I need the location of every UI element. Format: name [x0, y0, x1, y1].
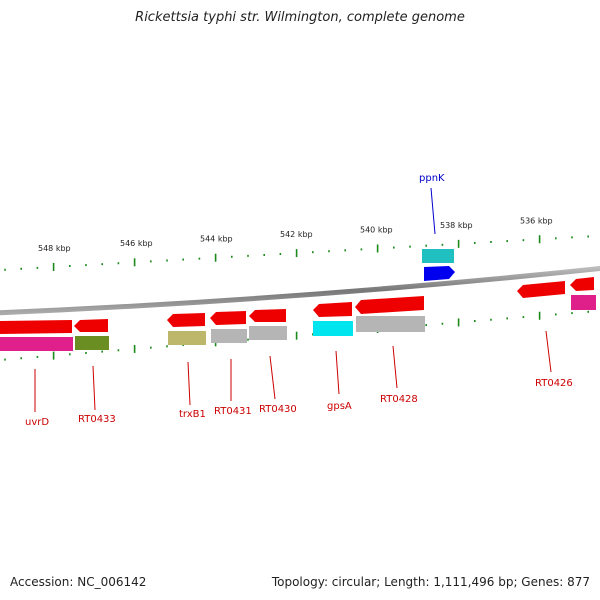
gene-label-gpsA[interactable]: gpsA: [327, 401, 352, 412]
scale-label: 540 kbp: [360, 226, 393, 235]
scale-label: 546 kbp: [120, 239, 153, 248]
gene-label-trxB1[interactable]: trxB1: [179, 409, 206, 420]
gene-arrow-RT0430[interactable]: [249, 309, 286, 322]
cds-box-ppnK[interactable]: [422, 249, 454, 263]
cds-box-edge[interactable]: [571, 295, 596, 310]
cds-box-uvrD[interactable]: [0, 337, 73, 351]
gene-label-uvrD[interactable]: uvrD: [25, 417, 49, 428]
map-title: Rickettsia typhi str. Wilmington, comple…: [135, 10, 465, 25]
reverse-tick-row: [4, 310, 590, 361]
gene-arrow-RT0433[interactable]: [74, 319, 108, 332]
gene-arrow-uvrD[interactable]: [0, 320, 72, 334]
genome-backbone: [0, 266, 600, 316]
scale-labels: 548 kbp 546 kbp 544 kbp 542 kbp 540 kbp 538 k…: [38, 216, 553, 252]
gene-label-RT0430[interactable]: RT0430: [259, 404, 297, 415]
cds-box-trxB1[interactable]: [168, 331, 206, 345]
scale-label: 538 kbp: [440, 221, 473, 230]
gene-label-RT0428[interactable]: RT0428: [380, 394, 418, 405]
cds-box-RT0433[interactable]: [75, 336, 109, 350]
scale-label: 536 kbp: [520, 216, 553, 225]
cds-box-RT0431[interactable]: [211, 329, 247, 343]
gene-arrow-ppnK[interactable]: [424, 266, 455, 281]
gene-arrow-gpsA[interactable]: [313, 302, 352, 317]
gene-label-RT0431[interactable]: RT0431: [214, 406, 252, 417]
cds-box-gpsA[interactable]: [313, 321, 353, 336]
gene-arrow-RT0428[interactable]: [355, 296, 424, 314]
gene-leader-lines: [34, 187, 552, 412]
gene-arrow-edge[interactable]: [570, 277, 594, 291]
scale-label: 544 kbp: [200, 235, 233, 244]
gene-arrow-RT0426[interactable]: [517, 281, 565, 298]
scale-label: 542 kbp: [280, 230, 313, 239]
accession-text: Accession: NC_006142: [10, 575, 147, 589]
gene-features: [0, 249, 596, 351]
gene-arrow-trxB1[interactable]: [167, 313, 205, 327]
gene-label-ppnK[interactable]: ppnK: [419, 173, 445, 184]
gene-labels: uvrD RT0433 trxB1 RT0431 RT0430 gpsA RT0…: [25, 173, 573, 428]
gene-arrow-RT0431[interactable]: [210, 311, 246, 325]
gene-label-RT0426[interactable]: RT0426: [535, 378, 573, 389]
gene-label-RT0433[interactable]: RT0433: [78, 414, 116, 425]
cds-box-RT0430[interactable]: [249, 326, 287, 340]
cds-box-RT0428[interactable]: [356, 316, 425, 332]
forward-tick-row: [4, 235, 590, 271]
scale-label: 548 kbp: [38, 244, 71, 253]
genome-summary-text: Topology: circular; Length: 1,111,496 bp…: [271, 575, 590, 589]
